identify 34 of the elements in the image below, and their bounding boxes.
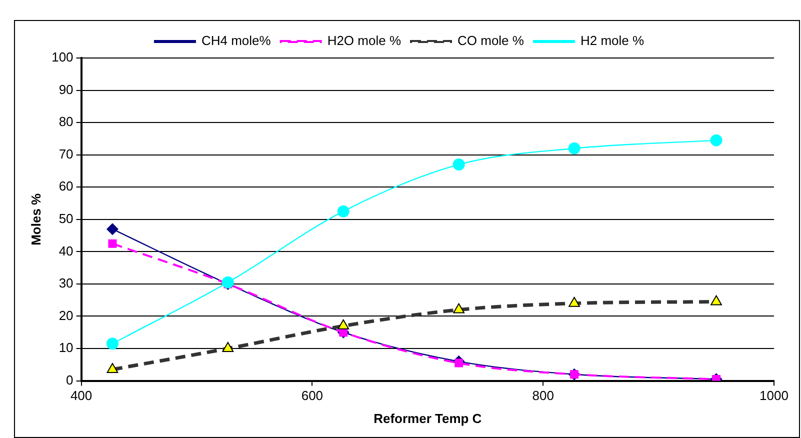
point	[710, 134, 722, 146]
x-tick-label: 800	[532, 388, 554, 404]
y-tick-label: 60	[58, 178, 74, 194]
point	[453, 303, 465, 314]
x-tick-label: 600	[301, 388, 324, 404]
point	[222, 342, 234, 352]
point	[108, 239, 117, 248]
point	[710, 295, 722, 306]
y-tick-label: 40	[58, 243, 74, 258]
y-axis-title: Moles %	[28, 192, 44, 246]
x-axis-title: Reformer Temp C	[374, 410, 482, 426]
x-tick-label: 1000	[760, 388, 788, 404]
point	[568, 296, 580, 307]
y-tick-label: 100	[52, 50, 74, 65]
legend-label: H2O mole %	[327, 33, 402, 48]
y-tick-label: 0	[66, 372, 74, 388]
legend-label: H2 mole %	[580, 33, 644, 48]
point	[106, 338, 118, 350]
legend-label: CO mole %	[458, 33, 524, 48]
y-tick-label: 50	[58, 210, 74, 226]
y-tick-label: 90	[58, 82, 74, 97]
point	[452, 158, 465, 171]
y-tick-label: 30	[58, 276, 74, 291]
y-tick-label: 20	[58, 308, 74, 323]
y-tick-label: 70	[58, 146, 74, 162]
point	[106, 223, 118, 236]
point	[568, 142, 580, 154]
point	[337, 205, 350, 218]
legend-label: CH4 mole%	[201, 33, 272, 48]
x-tick-label: 400	[70, 388, 92, 404]
point	[106, 363, 118, 373]
point	[338, 319, 350, 330]
y-tick-label: 80	[58, 114, 74, 130]
y-tick-label: 10	[58, 340, 74, 356]
